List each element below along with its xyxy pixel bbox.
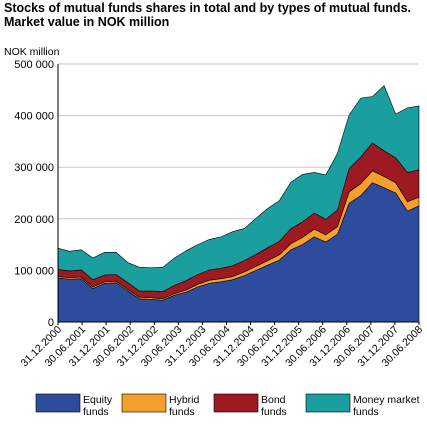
legend-label: Hybrid funds [169,394,200,418]
legend-swatch [121,393,167,413]
y-tick-label: 100 000 [14,265,54,277]
legend: Equity funds Hybrid funds Bond funds Money mar… [35,393,420,418]
legend-swatch [305,393,351,413]
y-tick-label: 500 000 [14,59,54,71]
legend-swatch [213,393,259,413]
legend-label: Money market funds [353,394,420,418]
y-tick-label: 0 [48,317,54,329]
legend-label: Bond funds [261,394,287,418]
y-tick-label: 200 000 [14,214,54,226]
series-area-3 [57,85,420,292]
legend-label: Equity funds [83,394,113,418]
legend-swatch [35,393,81,413]
x-tick-labels: 31.12.200030.06.200131.12.200130.06.2002… [18,322,425,369]
y-tick-label: 300 000 [14,162,54,174]
axes [57,64,419,323]
chart-title: Stocks of mutual funds shares in total a… [4,1,411,29]
stacked-areas [57,85,420,323]
y-tick-label: 400 000 [14,111,54,123]
y-axis-label: NOK million [4,46,60,58]
y-tick-labels: 0 100 000 200 000 300 000 400 000 500 000 [14,59,54,329]
